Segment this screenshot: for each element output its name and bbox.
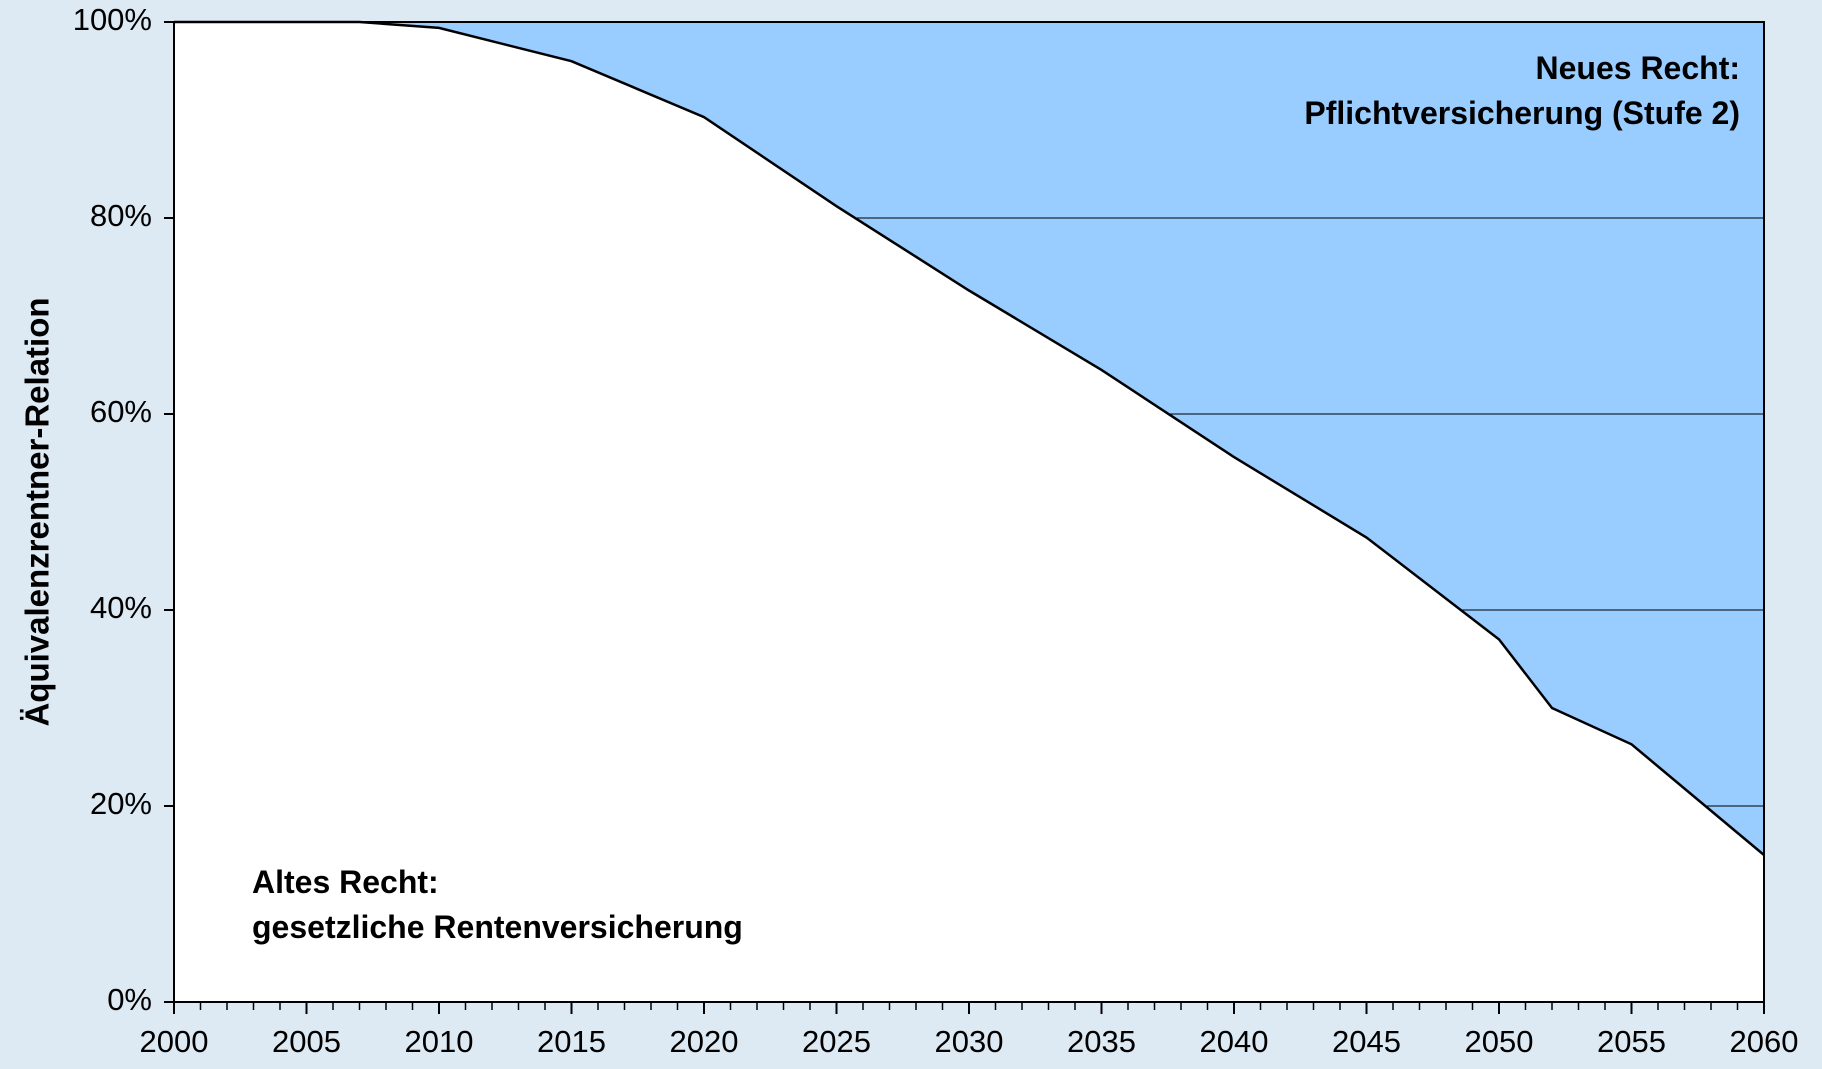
- area: [174, 22, 1764, 1002]
- y-axis-label: Äquivalenzrentner-Relation: [19, 297, 56, 726]
- y-tick-label: 80%: [90, 198, 152, 233]
- x-tick-label: 2035: [1067, 1024, 1136, 1059]
- x-tick-label: 2060: [1730, 1024, 1799, 1059]
- x-tick-label: 2015: [537, 1024, 606, 1059]
- x-tick-label: 2030: [935, 1024, 1004, 1059]
- annotation: Neues Recht:: [1536, 50, 1741, 86]
- y-tick-label: 20%: [90, 786, 152, 821]
- annotation: gesetzliche Rentenversicherung: [252, 909, 743, 945]
- x-tick-label: 2000: [140, 1024, 209, 1059]
- y-tick-label: 0%: [107, 982, 152, 1017]
- y-tick-label: 60%: [90, 394, 152, 429]
- x-tick-label: 2045: [1332, 1024, 1401, 1059]
- annotation: Altes Recht:: [252, 864, 439, 900]
- x-tick-label: 2040: [1200, 1024, 1269, 1059]
- y-tick-label: 100%: [73, 2, 152, 37]
- x-tick-label: 2020: [670, 1024, 739, 1059]
- x-tick-label: 2055: [1597, 1024, 1666, 1059]
- x-tick-label: 2025: [802, 1024, 871, 1059]
- y-tick-label: 40%: [90, 590, 152, 625]
- annotation: Pflichtversicherung (Stufe 2): [1304, 95, 1740, 131]
- x-tick-label: 2005: [272, 1024, 341, 1059]
- line: [174, 20, 1765, 856]
- x-tick-label: 2050: [1465, 1024, 1534, 1059]
- x-tick-label: 2010: [405, 1024, 474, 1059]
